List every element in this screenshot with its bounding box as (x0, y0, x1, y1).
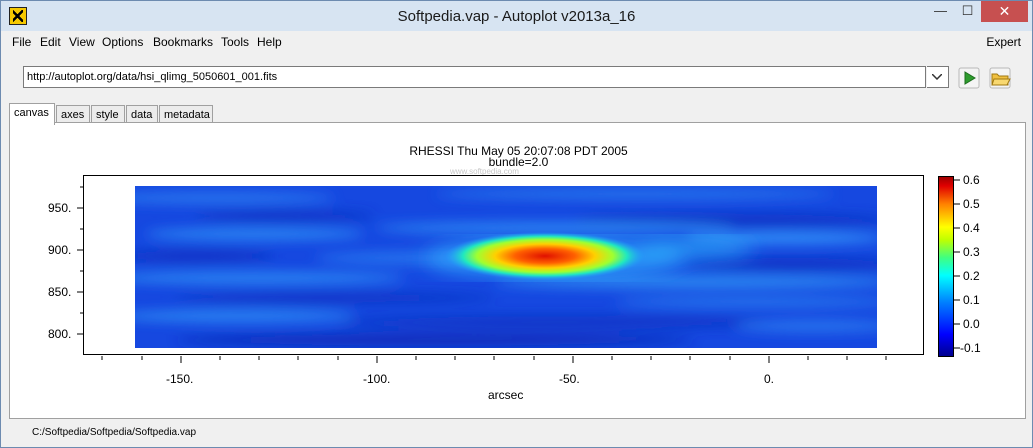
status-bar: C:/Softpedia/Softpedia/Softpedia.vap (2, 421, 1031, 447)
play-icon (958, 67, 980, 89)
menu-edit[interactable]: Edit (40, 35, 61, 49)
status-file-path: C:/Softpedia/Softpedia/Softpedia.vap (32, 427, 197, 438)
title-bar: Softpedia.vap - Autoplot v2013a_16 — ☐ ✕ (1, 1, 1032, 31)
menu-help[interactable]: Help (257, 35, 282, 49)
tab-axes[interactable]: axes (56, 105, 90, 124)
x-tick-label: -150. (166, 372, 194, 386)
x-tick-label: -50. (559, 372, 580, 386)
y-tick-label: 850. (48, 285, 72, 299)
menu-tools[interactable]: Tools (221, 35, 250, 49)
tab-canvas[interactable]: canvas (9, 103, 55, 125)
minimize-button[interactable]: — (934, 3, 947, 18)
colorbar-tick-label: 0.2 (963, 269, 980, 283)
menu-bar: File Edit View Options Bookmarks Tools H… (2, 31, 1031, 52)
axis-ticks (77, 179, 960, 363)
menu-bookmarks[interactable]: Bookmarks (153, 35, 214, 49)
window-title: Softpedia.vap - Autoplot v2013a_16 (397, 8, 636, 25)
y-tick-label: 900. (48, 243, 72, 257)
colorbar-tick-label: 0.1 (963, 293, 980, 307)
plot-title: RHESSI Thu May 05 20:07:08 PDT 2005 (409, 144, 628, 158)
colorbar-tick-label: 0.5 (963, 197, 980, 211)
chevron-down-icon (932, 74, 942, 80)
spectrogram-heatmap[interactable] (135, 186, 877, 348)
watermark-text: www.softpedia.com (450, 167, 519, 176)
heatmap-image (135, 186, 877, 348)
autoplot-logo-icon[interactable] (9, 7, 27, 25)
close-button[interactable]: ✕ (981, 1, 1028, 22)
tab-metadata[interactable]: metadata (159, 105, 213, 124)
plot-canvas[interactable]: RHESSI Thu May 05 20:07:08 PDT 2005 bund… (9, 122, 1026, 419)
x-axis-label: arcsec (488, 388, 524, 402)
colorbar-tick-label: 0.6 (963, 173, 980, 187)
tab-style[interactable]: style (91, 105, 125, 124)
plot-area[interactable] (83, 175, 924, 355)
colorbar-tick-label: 0.0 (963, 317, 980, 331)
x-tick-label: 0. (764, 372, 775, 386)
menu-expert[interactable]: Expert (986, 35, 1021, 49)
y-tick-label: 950. (48, 201, 72, 215)
url-dropdown-button[interactable] (927, 66, 949, 88)
tab-data[interactable]: data (126, 105, 158, 124)
menu-view[interactable]: View (69, 35, 95, 49)
menu-file[interactable]: File (12, 35, 32, 49)
colorbar-tick-label: -0.1 (960, 341, 981, 355)
plot-subtitle: bundle=2.0 (488, 155, 549, 169)
x-tick-label: -100. (363, 372, 391, 386)
colorbar-tick-label: 0.4 (963, 221, 980, 235)
folder-icon (989, 67, 1011, 89)
colorbar (938, 176, 954, 357)
maximize-button[interactable]: ☐ (961, 3, 974, 18)
open-file-button[interactable] (989, 67, 1011, 89)
colorbar-tick-label: 0.3 (963, 245, 980, 259)
url-input[interactable]: http://autoplot.org/data/hsi_qlimg_50506… (23, 66, 926, 88)
y-tick-label: 800. (48, 327, 72, 341)
go-button[interactable] (958, 67, 980, 89)
menu-options[interactable]: Options (102, 35, 144, 49)
